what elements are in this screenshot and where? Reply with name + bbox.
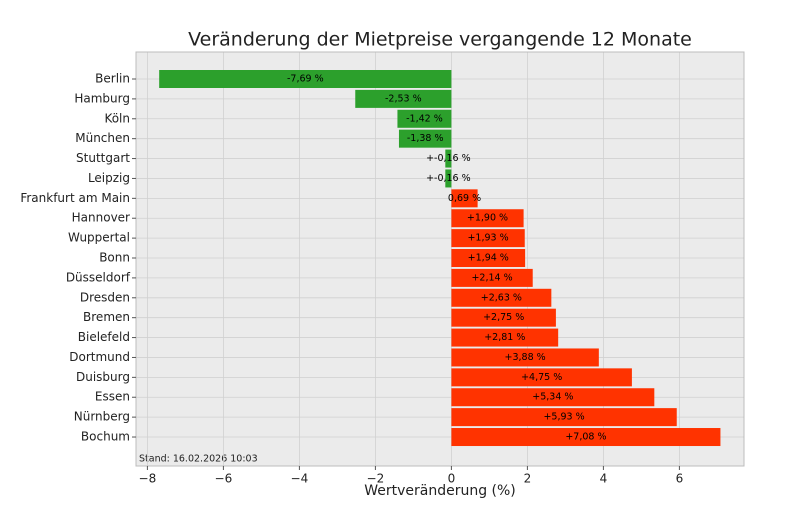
y-tick-label: Dortmund <box>69 350 130 364</box>
y-tick-label: München <box>75 131 130 145</box>
value-label: -2,53 % <box>385 93 422 104</box>
y-tick-label: Hamburg <box>74 91 130 105</box>
bar <box>451 229 525 248</box>
value-label: +2,63 % <box>481 292 522 303</box>
y-tick-label: Wuppertal <box>68 231 130 245</box>
value-label: +2,75 % <box>483 312 524 323</box>
bar <box>451 189 478 208</box>
y-tick-label: Bochum <box>81 430 130 444</box>
y-tick-label: Bonn <box>99 251 130 265</box>
x-axis-label: Wertveränderung (%) <box>364 483 516 499</box>
bar <box>355 89 452 108</box>
y-tick-label: Düsseldorf <box>66 270 131 284</box>
x-tick-label: −4 <box>291 472 309 486</box>
value-label: -1,38 % <box>407 133 444 144</box>
value-label: +2,14 % <box>471 272 512 283</box>
y-tick-label: Leipzig <box>88 171 130 185</box>
x-tick-label: −6 <box>215 472 233 486</box>
value-label: +5,34 % <box>532 392 573 403</box>
y-tick-label: Bremen <box>83 310 130 324</box>
x-tick-label: 6 <box>676 472 684 486</box>
annotation: Stand: 16.02.2026 10:03 <box>139 454 258 465</box>
bar <box>451 388 655 407</box>
bar <box>451 308 556 327</box>
bar <box>398 129 452 148</box>
value-label: +4,75 % <box>521 372 562 383</box>
y-tick-label: Frankfurt am Main <box>20 191 130 205</box>
x-tick-label: −8 <box>139 472 157 486</box>
bar <box>451 348 599 367</box>
value-label: -7,69 % <box>287 74 324 85</box>
y-tick-label: Bielefeld <box>78 330 130 344</box>
bar <box>159 70 452 88</box>
bar <box>451 328 559 347</box>
value-label: +5,93 % <box>543 412 584 423</box>
y-tick-label: Nürnberg <box>74 410 130 424</box>
value-label: +7,08 % <box>565 432 606 443</box>
bar <box>451 428 721 447</box>
plot-frame <box>135 51 745 467</box>
value-label: +3,88 % <box>505 352 546 363</box>
y-tick-label: Berlin <box>95 72 130 86</box>
value-label: +2,81 % <box>484 332 525 343</box>
x-tick-label: 2 <box>524 472 532 486</box>
bar <box>451 288 552 307</box>
y-tick-label: Stuttgart <box>76 151 130 165</box>
y-tick-label: Essen <box>95 390 130 404</box>
value-label: +-0,16 % <box>426 173 471 184</box>
value-label: +1,90 % <box>467 213 508 224</box>
value-label: +1,94 % <box>468 253 509 264</box>
bar <box>451 209 524 228</box>
bar <box>451 408 677 427</box>
value-label: -1,42 % <box>406 113 443 124</box>
y-tick-label: Hannover <box>72 211 130 225</box>
y-tick-label: Köln <box>104 111 130 125</box>
bar <box>445 149 452 168</box>
bar <box>397 109 452 128</box>
bars: -7,69 % -2,53 % -1,42 % -1,38 % +-0,16 % +-0,… <box>159 70 721 447</box>
y-tick-label: Dresden <box>80 290 130 304</box>
chart-title: Veränderung der Mietpreise vergangende 1… <box>188 29 692 51</box>
y-tick-label: Duisburg <box>76 370 130 384</box>
x-tick-label: 0 <box>448 472 456 486</box>
x-tick-label: −2 <box>367 472 385 486</box>
value-label: +-0,16 % <box>426 153 471 164</box>
bar <box>451 368 632 387</box>
bar <box>451 268 533 287</box>
bar <box>451 249 526 268</box>
value-label: 0,69 % <box>448 193 481 204</box>
x-tick-label: 4 <box>600 472 608 486</box>
value-label: +1,93 % <box>467 233 508 244</box>
bar <box>445 169 452 188</box>
